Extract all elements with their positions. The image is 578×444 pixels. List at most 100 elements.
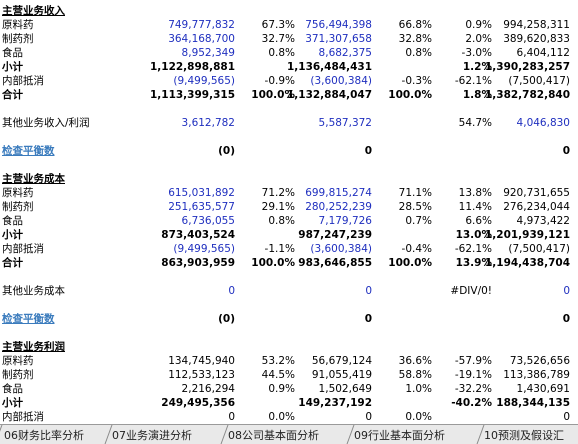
spreadsheet: 主营业务收入 原料药 749,777,832 67.3% 756,494,398 66.8…	[0, 4, 578, 423]
cell-value: -32.2%	[454, 383, 492, 395]
cell-value: 0	[228, 411, 235, 423]
sheet-row: 主营业务收入	[0, 4, 578, 18]
row-label: 制药剂	[2, 201, 34, 213]
cell-value: 1.0%	[405, 383, 432, 395]
cell-value: 371,307,658	[305, 33, 372, 45]
cell-value: -40.2%	[451, 397, 492, 409]
row-label: 合计	[2, 257, 23, 269]
sheet-row: 食品 6,736,055 0.8% 7,179,726 0.7% 6.6% 4,973,42…	[0, 214, 578, 228]
cell-value: 1,113,399,315	[149, 89, 235, 101]
cell-value: 8,952,349	[181, 47, 235, 59]
cell-value: (7,500,417)	[508, 75, 570, 87]
row-label: 内部抵消	[2, 75, 44, 87]
cell-value: -0.4%	[401, 243, 432, 255]
cell-value: #DIV/0!	[450, 285, 492, 297]
cell-value: 7,179,726	[318, 215, 372, 227]
sheet-tab[interactable]: 08公司基本面分析	[228, 429, 319, 442]
cell-value: 0.9%	[268, 383, 295, 395]
row-label: 合计	[2, 89, 23, 101]
cell-value: 29.1%	[261, 201, 295, 213]
sheet-tab[interactable]: 09行业基本面分析	[354, 429, 445, 442]
cell-value: 0.0%	[268, 411, 295, 423]
cell-value: 32.7%	[261, 33, 295, 45]
cell-value: (9,499,565)	[173, 75, 235, 87]
cell-value: 0	[563, 285, 570, 297]
cell-value: 73,526,656	[509, 355, 570, 367]
cell-value: 0	[364, 313, 372, 325]
sheet-row: 食品 8,952,349 0.8% 8,682,375 0.8% -3.0% 6,404,1…	[0, 46, 578, 60]
row-label: 食品	[2, 383, 23, 395]
cell-value: -0.3%	[401, 75, 432, 87]
sheet-row: 制药剂 251,635,577 29.1% 280,252,239 28.5% 11.4%…	[0, 200, 578, 214]
cell-value: 13.9%	[455, 257, 492, 269]
row-label: 原料药	[2, 19, 34, 31]
sheet-row: 检查平衡数 (0) 0 0	[0, 144, 578, 158]
cell-value: 389,620,833	[503, 33, 570, 45]
cell-value: 0	[228, 285, 235, 297]
cell-value: 112,533,123	[168, 369, 235, 381]
cell-value: 100.0%	[251, 257, 295, 269]
row-label: 制药剂	[2, 369, 34, 381]
cell-value: 134,745,940	[168, 355, 235, 367]
cell-value: 113,386,789	[503, 369, 570, 381]
cell-value: 0	[562, 145, 570, 157]
sheet-row: 主营业务利润	[0, 340, 578, 354]
cell-value: 4,046,830	[516, 117, 570, 129]
cell-value: 6,404,112	[516, 47, 570, 59]
sheet-row: 内部抵消 (9,499,565) -0.9% (3,600,384) -0.3% -62.…	[0, 74, 578, 88]
cell-value: 0	[365, 411, 372, 423]
cell-value: 994,258,311	[503, 19, 570, 31]
sheet-row	[0, 326, 578, 340]
cell-value: 863,903,959	[161, 257, 235, 269]
cell-value: 364,168,700	[168, 33, 235, 45]
cell-value: 1,132,884,047	[286, 89, 372, 101]
sheet-row: 小计 873,403,524 987,247,239 13.0% 1,201,939,1…	[0, 228, 578, 242]
sheet-row: 制药剂 364,168,700 32.7% 371,307,658 32.8% 2.0% 3…	[0, 32, 578, 46]
cell-value: 6.6%	[465, 215, 492, 227]
sheet-tab[interactable]: 07业务演进分析	[112, 429, 192, 442]
sheet-row	[0, 270, 578, 284]
cell-value: 1,382,782,840	[484, 89, 570, 101]
cell-value: 1,430,691	[516, 383, 570, 395]
row-label: 小计	[2, 229, 23, 241]
cell-value: 54.7%	[458, 117, 492, 129]
row-label: 小计	[2, 61, 23, 73]
row-label: 检查平衡数	[2, 313, 55, 325]
cell-value: (9,499,565)	[173, 243, 235, 255]
cell-value: (0)	[218, 313, 235, 325]
sheet-tab[interactable]: 06财务比率分析	[4, 429, 84, 442]
row-label: 制药剂	[2, 33, 34, 45]
cell-value: 5,587,372	[318, 117, 372, 129]
cell-value: 280,252,239	[305, 201, 372, 213]
sheet-row: 其他业务收入/利润 3,612,782 5,587,372 54.7% 4,046,83…	[0, 116, 578, 130]
cell-value: 0	[562, 313, 570, 325]
sheet-row: 其他业务成本 0 0 #DIV/0! 0	[0, 284, 578, 298]
cell-value: 32.8%	[398, 33, 432, 45]
cell-value: -62.1%	[454, 243, 492, 255]
cell-value: 251,635,577	[168, 201, 235, 213]
row-label: 内部抵消	[2, 411, 44, 423]
cell-value: 100.0%	[251, 89, 295, 101]
sheet-tab[interactable]: 10预测及假设汇	[484, 429, 564, 442]
sheet-row: 合计 863,903,959 100.0% 983,646,855 100.0% 13.9…	[0, 256, 578, 270]
cell-value: 58.8%	[398, 369, 432, 381]
cell-value: 983,646,855	[298, 257, 372, 269]
sheet-row: 制药剂 112,533,123 44.5% 91,055,419 58.8% -19.1%…	[0, 368, 578, 382]
cell-value: 11.4%	[458, 201, 492, 213]
cell-value: 0.9%	[465, 19, 492, 31]
cell-value: (7,500,417)	[508, 243, 570, 255]
cell-value: 100.0%	[388, 257, 432, 269]
cell-value: 44.5%	[261, 369, 295, 381]
cell-value: 0.8%	[268, 215, 295, 227]
cell-value: 1,122,898,881	[149, 61, 235, 73]
row-label: 其他业务成本	[2, 285, 65, 297]
cell-value: 615,031,892	[168, 187, 235, 199]
cell-value: (3,600,384)	[310, 75, 372, 87]
row-label: 原料药	[2, 355, 34, 367]
row-label: 其他业务收入/利润	[2, 117, 90, 129]
cell-value: 1,194,438,704	[484, 257, 570, 269]
cell-value: 749,777,832	[168, 19, 235, 31]
cell-value: 13.0%	[455, 229, 492, 241]
cell-value: 1,201,939,121	[484, 229, 570, 241]
cell-value: -19.1%	[454, 369, 492, 381]
